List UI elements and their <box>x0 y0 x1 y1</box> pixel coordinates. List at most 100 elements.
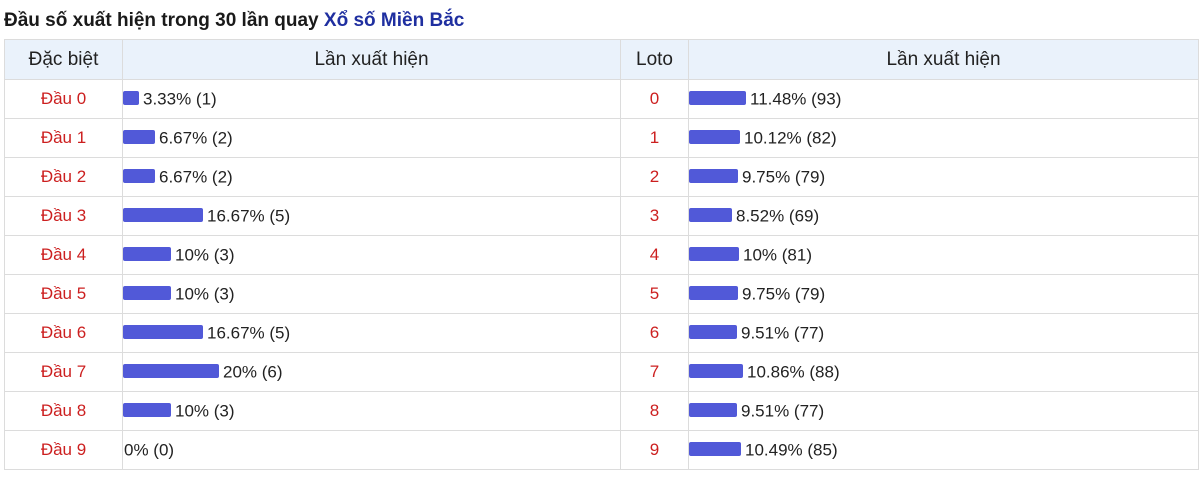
loto-frequency-value: 10.86% (88) <box>747 362 840 382</box>
special-frequency-cell: 16.67% (5) <box>122 313 621 353</box>
table-row: Đầu 3 16.67% (5) 3 8.52% (69) <box>4 196 1199 236</box>
loto-frequency-bar <box>689 403 737 418</box>
loto-frequency-value: 10% (81) <box>743 245 812 265</box>
loto-frequency-bar <box>689 130 740 145</box>
table-row: Đầu 8 10% (3) 8 9.51% (77) <box>4 391 1199 431</box>
loto-head-label: 7 <box>620 352 689 392</box>
header-lan-xuat-hien-loto: Lần xuất hiện <box>688 39 1199 80</box>
special-head-label: Đầu 3 <box>4 196 123 236</box>
special-frequency-cell: 16.67% (5) <box>122 196 621 236</box>
table-row: Đầu 1 6.67% (2) 1 10.12% (82) <box>4 118 1199 158</box>
loto-frequency-cell: 8.52% (69) <box>688 196 1199 236</box>
special-head-label: Đầu 4 <box>4 235 123 275</box>
special-frequency-value: 10% (3) <box>175 245 235 265</box>
special-frequency-value: 3.33% (1) <box>143 89 217 109</box>
special-frequency-cell: 6.67% (2) <box>122 157 621 197</box>
special-frequency-cell: 10% (3) <box>122 391 621 431</box>
special-head-label: Đầu 2 <box>4 157 123 197</box>
table-row: Đầu 6 16.67% (5) 6 9.51% (77) <box>4 313 1199 353</box>
loto-frequency-cell: 9.75% (79) <box>688 274 1199 314</box>
loto-frequency-value: 11.48% (93) <box>750 89 842 109</box>
table-row: Đầu 5 10% (3) 5 9.75% (79) <box>4 274 1199 314</box>
frequency-table: Đặc biệt Lần xuất hiện Loto Lần xuất hiệ… <box>4 39 1199 470</box>
loto-frequency-cell: 9.51% (77) <box>688 313 1199 353</box>
loto-head-label: 1 <box>620 118 689 158</box>
loto-frequency-bar <box>689 169 738 184</box>
table-header-row: Đặc biệt Lần xuất hiện Loto Lần xuất hiệ… <box>4 39 1199 80</box>
special-frequency-bar <box>123 169 155 184</box>
special-frequency-value: 6.67% (2) <box>159 128 233 148</box>
loto-head-label: 9 <box>620 430 689 470</box>
special-head-label: Đầu 1 <box>4 118 123 158</box>
loto-frequency-value: 10.12% (82) <box>744 128 837 148</box>
table-row: Đầu 7 20% (6) 7 10.86% (88) <box>4 352 1199 392</box>
table-row: Đầu 4 10% (3) 4 10% (81) <box>4 235 1199 275</box>
loto-frequency-bar <box>689 442 741 457</box>
header-loto: Loto <box>620 39 689 80</box>
special-frequency-cell: 6.67% (2) <box>122 118 621 158</box>
special-frequency-bar <box>123 208 203 223</box>
loto-head-label: 0 <box>620 79 689 119</box>
special-frequency-value: 6.67% (2) <box>159 167 233 187</box>
special-frequency-bar <box>123 286 171 301</box>
special-head-label: Đầu 7 <box>4 352 123 392</box>
table-row: Đầu 0 3.33% (1) 0 11.48% (93) <box>4 79 1199 119</box>
special-frequency-bar <box>123 325 203 340</box>
special-frequency-value: 16.67% (5) <box>207 323 291 343</box>
loto-frequency-value: 10.49% (85) <box>745 440 838 460</box>
loto-head-label: 8 <box>620 391 689 431</box>
table-body: Đầu 0 3.33% (1) 0 11.48% (93) Đầu 1 6.67% (2)… <box>4 79 1199 470</box>
special-frequency-cell: 20% (6) <box>122 352 621 392</box>
loto-head-label: 3 <box>620 196 689 236</box>
special-frequency-bar <box>123 364 219 379</box>
loto-frequency-cell: 9.51% (77) <box>688 391 1199 431</box>
table-row: Đầu 2 6.67% (2) 2 9.75% (79) <box>4 157 1199 197</box>
loto-frequency-cell: 10.12% (82) <box>688 118 1199 158</box>
special-frequency-bar <box>123 130 155 145</box>
special-frequency-cell: 0% (0) <box>122 430 621 470</box>
loto-frequency-cell: 10.86% (88) <box>688 352 1199 392</box>
lottery-link[interactable]: Xổ số Miền Bắc <box>323 10 465 31</box>
special-frequency-bar <box>123 247 171 262</box>
special-frequency-cell: 3.33% (1) <box>122 79 621 119</box>
loto-frequency-cell: 10% (81) <box>688 235 1199 275</box>
loto-head-label: 6 <box>620 313 689 353</box>
special-head-label: Đầu 0 <box>4 79 123 119</box>
header-lan-xuat-hien-special: Lần xuất hiện <box>122 39 621 80</box>
loto-frequency-value: 9.51% (77) <box>741 323 825 343</box>
page-title: Đầu số xuất hiện trong 30 lần quay Xổ số… <box>4 10 464 32</box>
special-frequency-value: 10% (3) <box>175 284 235 304</box>
loto-frequency-value: 9.51% (77) <box>741 401 825 421</box>
special-head-label: Đầu 9 <box>4 430 123 470</box>
special-frequency-bar <box>123 403 171 418</box>
special-frequency-cell: 10% (3) <box>122 274 621 314</box>
special-head-label: Đầu 6 <box>4 313 123 353</box>
loto-head-label: 4 <box>620 235 689 275</box>
table-row: Đầu 9 0% (0) 9 10.49% (85) <box>4 430 1199 470</box>
loto-frequency-cell: 11.48% (93) <box>688 79 1199 119</box>
loto-frequency-value: 9.75% (79) <box>742 284 826 304</box>
special-frequency-value: 0% (0) <box>124 440 175 460</box>
loto-frequency-bar <box>689 247 739 262</box>
special-frequency-value: 20% (6) <box>223 362 283 382</box>
loto-frequency-bar <box>689 325 737 340</box>
header-dac-biet: Đặc biệt <box>4 39 123 80</box>
loto-frequency-bar <box>689 208 732 223</box>
special-frequency-value: 10% (3) <box>175 401 235 421</box>
loto-head-label: 2 <box>620 157 689 197</box>
special-frequency-bar <box>123 91 139 106</box>
loto-frequency-bar <box>689 91 746 106</box>
special-head-label: Đầu 8 <box>4 391 123 431</box>
loto-frequency-value: 8.52% (69) <box>736 206 820 226</box>
loto-head-label: 5 <box>620 274 689 314</box>
loto-frequency-value: 9.75% (79) <box>742 167 826 187</box>
special-frequency-value: 16.67% (5) <box>207 206 291 226</box>
loto-frequency-cell: 9.75% (79) <box>688 157 1199 197</box>
special-frequency-cell: 10% (3) <box>122 235 621 275</box>
loto-frequency-bar <box>689 364 743 379</box>
title-prefix: Đầu số xuất hiện trong 30 lần quay <box>4 10 319 31</box>
loto-frequency-cell: 10.49% (85) <box>688 430 1199 470</box>
special-head-label: Đầu 5 <box>4 274 123 314</box>
loto-frequency-bar <box>689 286 738 301</box>
